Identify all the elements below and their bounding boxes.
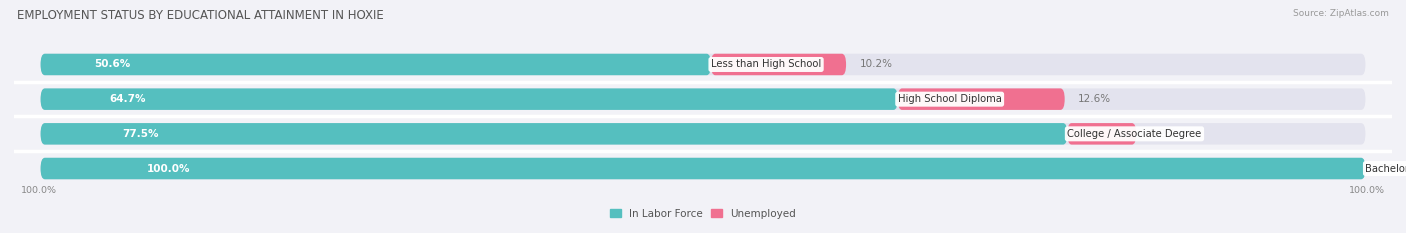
Text: 0.0%: 0.0% <box>1379 164 1405 174</box>
Text: 64.7%: 64.7% <box>110 94 146 104</box>
FancyBboxPatch shape <box>1067 123 1136 145</box>
Text: 12.6%: 12.6% <box>1078 94 1111 104</box>
FancyBboxPatch shape <box>41 123 1067 145</box>
FancyBboxPatch shape <box>711 54 846 75</box>
Text: 77.5%: 77.5% <box>122 129 159 139</box>
Text: 100.0%: 100.0% <box>146 164 190 174</box>
Text: 100.0%: 100.0% <box>21 185 56 195</box>
Legend: In Labor Force, Unemployed: In Labor Force, Unemployed <box>610 209 796 219</box>
Text: High School Diploma: High School Diploma <box>898 94 1001 104</box>
FancyBboxPatch shape <box>41 54 1365 75</box>
Text: Bachelor's Degree or higher: Bachelor's Degree or higher <box>1365 164 1406 174</box>
Text: College / Associate Degree: College / Associate Degree <box>1067 129 1202 139</box>
Text: 50.6%: 50.6% <box>94 59 131 69</box>
FancyBboxPatch shape <box>41 123 1365 145</box>
FancyBboxPatch shape <box>41 88 1365 110</box>
Text: 5.2%: 5.2% <box>1150 129 1175 139</box>
FancyBboxPatch shape <box>898 88 1064 110</box>
Text: 10.2%: 10.2% <box>859 59 893 69</box>
Text: 100.0%: 100.0% <box>1350 185 1385 195</box>
Text: EMPLOYMENT STATUS BY EDUCATIONAL ATTAINMENT IN HOXIE: EMPLOYMENT STATUS BY EDUCATIONAL ATTAINM… <box>17 9 384 22</box>
FancyBboxPatch shape <box>41 158 1365 179</box>
Text: Less than High School: Less than High School <box>711 59 821 69</box>
Text: Source: ZipAtlas.com: Source: ZipAtlas.com <box>1294 9 1389 18</box>
FancyBboxPatch shape <box>41 88 898 110</box>
FancyBboxPatch shape <box>41 54 711 75</box>
FancyBboxPatch shape <box>41 158 1365 179</box>
